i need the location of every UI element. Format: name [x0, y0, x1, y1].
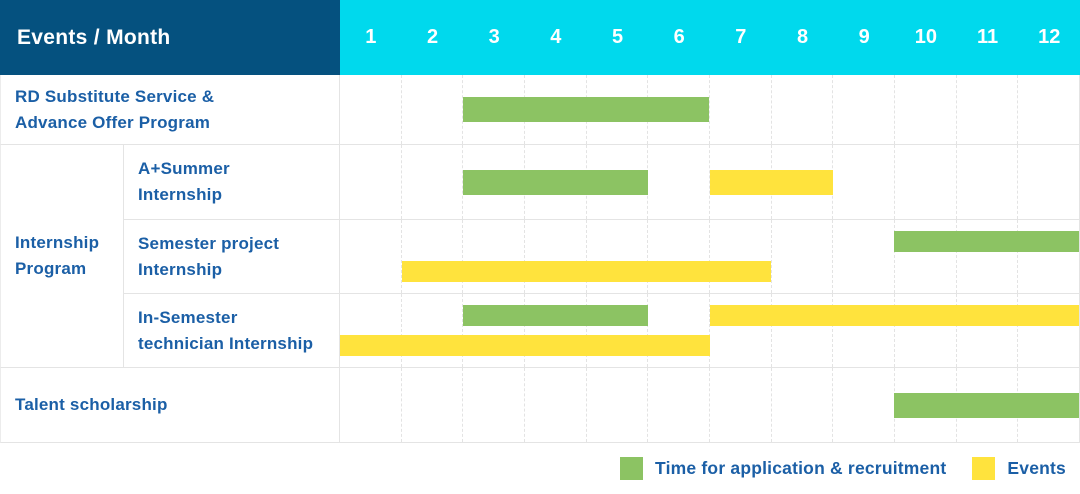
month-label: 7	[735, 26, 747, 48]
month-label: 3	[488, 26, 500, 48]
month-label: 6	[673, 26, 685, 48]
bar-lines	[340, 368, 1079, 442]
bar-line	[340, 305, 1079, 326]
row-label: RD Substitute Service & Advance Offer Pro…	[0, 75, 340, 145]
row-label-line: Talent scholarship	[15, 395, 168, 414]
header-title-cell: Events / Month	[0, 0, 340, 75]
month-label: 12	[1038, 26, 1061, 48]
row-label: Talent scholarship	[0, 368, 340, 443]
row-label: In-Semester technician Internship	[124, 294, 340, 368]
bar-line	[340, 97, 1079, 122]
month-label: 11	[976, 26, 999, 48]
month-label: 5	[611, 26, 624, 48]
group-label-line: Program	[15, 259, 87, 278]
gantt-bar-events	[401, 261, 772, 282]
table-body: Internship Program RD Substitute Service &…	[0, 75, 1080, 443]
events-swatch	[972, 457, 996, 480]
row-label-line: In-Semester	[138, 307, 238, 327]
month-label: 10	[914, 26, 937, 48]
application-swatch	[620, 457, 644, 480]
table-row	[340, 75, 1080, 145]
month-label: 4	[550, 26, 562, 48]
month-label: 8	[796, 26, 809, 48]
legend-item-application: Time for application & recruitment	[620, 457, 946, 480]
group-label: Internship Program	[0, 145, 124, 368]
bar-lines	[340, 75, 1079, 144]
table-row	[340, 145, 1080, 220]
gantt-bar-application	[894, 231, 1079, 252]
bar-lines	[340, 220, 1079, 293]
legend-item-events: Events	[972, 457, 1066, 480]
bar-line	[340, 335, 1079, 356]
row-label-line: RD Substitute Service &	[15, 86, 215, 106]
table-row	[340, 220, 1080, 294]
table-row	[340, 368, 1080, 443]
table-row	[340, 294, 1080, 368]
row-label-line: Advance Offer Program	[15, 112, 211, 132]
bar-lines	[340, 294, 1079, 367]
bar-line	[340, 261, 1079, 282]
row-label-line: technician Internship	[138, 333, 314, 353]
legend-label: Time for application & recruitment	[655, 458, 947, 478]
row-label: A+Summer Internship	[124, 145, 340, 220]
legend: Time for application & recruitment Event…	[0, 443, 1080, 494]
gantt-bar-application	[463, 305, 648, 326]
row-label: Semester project Internship	[124, 220, 340, 294]
row-label-line: Internship	[138, 185, 223, 204]
bar-line	[340, 169, 1079, 195]
month-label: 2	[426, 26, 439, 48]
gantt-bar-application	[463, 169, 648, 195]
gantt-bar-application	[894, 392, 1079, 418]
table-header: Events / Month 1 2 3 4 5 6 7 8 9 10 11 12	[0, 0, 1080, 75]
bar-line	[340, 231, 1079, 252]
gantt-bar-events	[340, 335, 710, 356]
row-label-line: A+Summer	[138, 159, 230, 178]
month-label: 1	[365, 26, 377, 48]
bar-lines	[340, 145, 1079, 219]
page-title: Events / Month	[17, 25, 171, 49]
gantt-bar-events	[709, 305, 1079, 326]
month-label: 9	[858, 26, 870, 48]
legend-label: Events	[1007, 458, 1066, 478]
bar-line	[340, 392, 1079, 418]
gantt-bar-events	[709, 169, 833, 195]
row-label-line: Internship	[138, 259, 223, 279]
month-header-row: 1 2 3 4 5 6 7 8 9 10 11 12	[340, 0, 1080, 75]
row-label-line: Semester project	[138, 233, 280, 253]
gantt-bar-application	[463, 97, 710, 122]
group-label-line: Internship	[15, 233, 100, 252]
